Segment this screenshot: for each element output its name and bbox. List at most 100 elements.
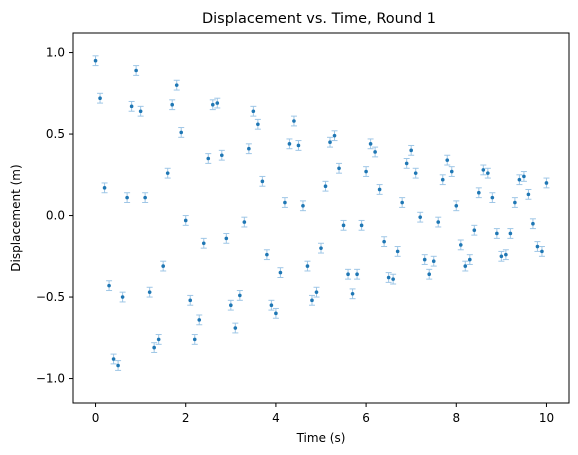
data-point — [516, 174, 523, 186]
y-tick-label: 0.5 — [46, 127, 65, 141]
data-point — [534, 241, 541, 252]
data-point — [155, 334, 162, 345]
data-point — [169, 99, 176, 111]
data-marker — [188, 298, 193, 303]
data-marker — [526, 192, 531, 197]
data-marker — [179, 130, 184, 135]
data-marker — [260, 179, 265, 184]
data-point — [128, 100, 135, 112]
x-tick-label: 0 — [92, 411, 100, 425]
data-marker — [143, 195, 147, 200]
data-marker — [391, 277, 395, 281]
data-point — [498, 250, 505, 262]
data-marker — [161, 264, 165, 268]
data-point — [308, 294, 315, 306]
x-tick-label: 8 — [452, 411, 460, 425]
data-series — [92, 55, 550, 371]
data-marker — [319, 246, 323, 250]
data-marker — [418, 215, 423, 219]
data-point — [484, 167, 491, 179]
data-point — [191, 334, 198, 345]
data-point — [417, 211, 424, 223]
data-marker — [332, 133, 337, 138]
x-axis-ticks: 0 2 4 6 8 10 — [92, 403, 554, 425]
data-marker — [404, 161, 409, 166]
data-point — [272, 307, 279, 319]
data-marker — [156, 337, 161, 342]
data-point — [281, 197, 288, 208]
data-point — [178, 127, 185, 138]
data-point — [295, 140, 302, 151]
data-point — [412, 167, 419, 179]
data-marker — [377, 187, 382, 192]
data-marker — [328, 140, 332, 145]
data-marker — [386, 275, 391, 280]
data-point — [340, 219, 347, 231]
data-point — [232, 322, 239, 334]
data-point — [227, 299, 234, 311]
data-point — [250, 105, 257, 117]
data-marker — [278, 270, 283, 275]
data-marker — [472, 228, 477, 233]
data-marker — [215, 101, 220, 105]
data-marker — [165, 171, 170, 175]
data-marker — [395, 249, 400, 254]
data-marker — [197, 318, 202, 322]
data-point — [511, 197, 518, 208]
data-point — [381, 236, 388, 248]
data-point — [299, 200, 306, 212]
data-point — [331, 130, 338, 142]
data-marker — [233, 326, 238, 330]
data-marker — [323, 184, 328, 189]
data-marker — [373, 150, 377, 154]
data-marker — [174, 83, 179, 87]
data-marker — [287, 142, 292, 146]
data-point — [263, 249, 270, 261]
data-marker — [436, 220, 441, 224]
data-marker — [274, 311, 278, 316]
plot-frame — [72, 32, 570, 404]
data-marker — [382, 239, 386, 244]
data-point — [164, 167, 171, 179]
data-point — [489, 192, 496, 204]
data-marker — [540, 249, 544, 254]
data-marker — [192, 337, 197, 342]
data-point — [313, 286, 320, 298]
x-tick-label: 4 — [272, 411, 280, 425]
data-point — [529, 218, 536, 230]
data-marker — [508, 231, 513, 236]
data-point — [187, 294, 194, 306]
data-point — [336, 162, 343, 174]
y-axis-label: Displacement (m) — [9, 164, 23, 271]
data-point — [354, 268, 361, 280]
data-marker — [468, 257, 472, 262]
data-point — [399, 197, 406, 208]
data-marker — [238, 293, 242, 298]
data-marker — [463, 264, 468, 268]
data-marker — [359, 223, 364, 228]
data-point — [426, 268, 433, 280]
data-point — [151, 342, 158, 353]
data-marker — [454, 203, 459, 208]
data-point — [435, 216, 442, 228]
data-marker — [107, 283, 111, 288]
data-point — [133, 65, 140, 76]
data-point — [236, 290, 243, 301]
data-marker — [305, 264, 310, 268]
data-point — [394, 246, 401, 257]
data-point — [444, 154, 451, 166]
y-tick-label: −0.5 — [36, 290, 65, 304]
data-marker — [486, 171, 490, 175]
x-axis-label: Time (s) — [296, 431, 346, 445]
data-point — [290, 115, 297, 127]
data-marker — [368, 142, 373, 146]
data-point — [205, 153, 212, 164]
data-point — [101, 182, 108, 194]
data-point — [507, 228, 514, 239]
x-tick-label: 2 — [182, 411, 190, 425]
data-marker — [350, 291, 355, 296]
data-marker — [296, 143, 301, 148]
data-point — [520, 171, 527, 182]
data-marker — [477, 190, 481, 195]
